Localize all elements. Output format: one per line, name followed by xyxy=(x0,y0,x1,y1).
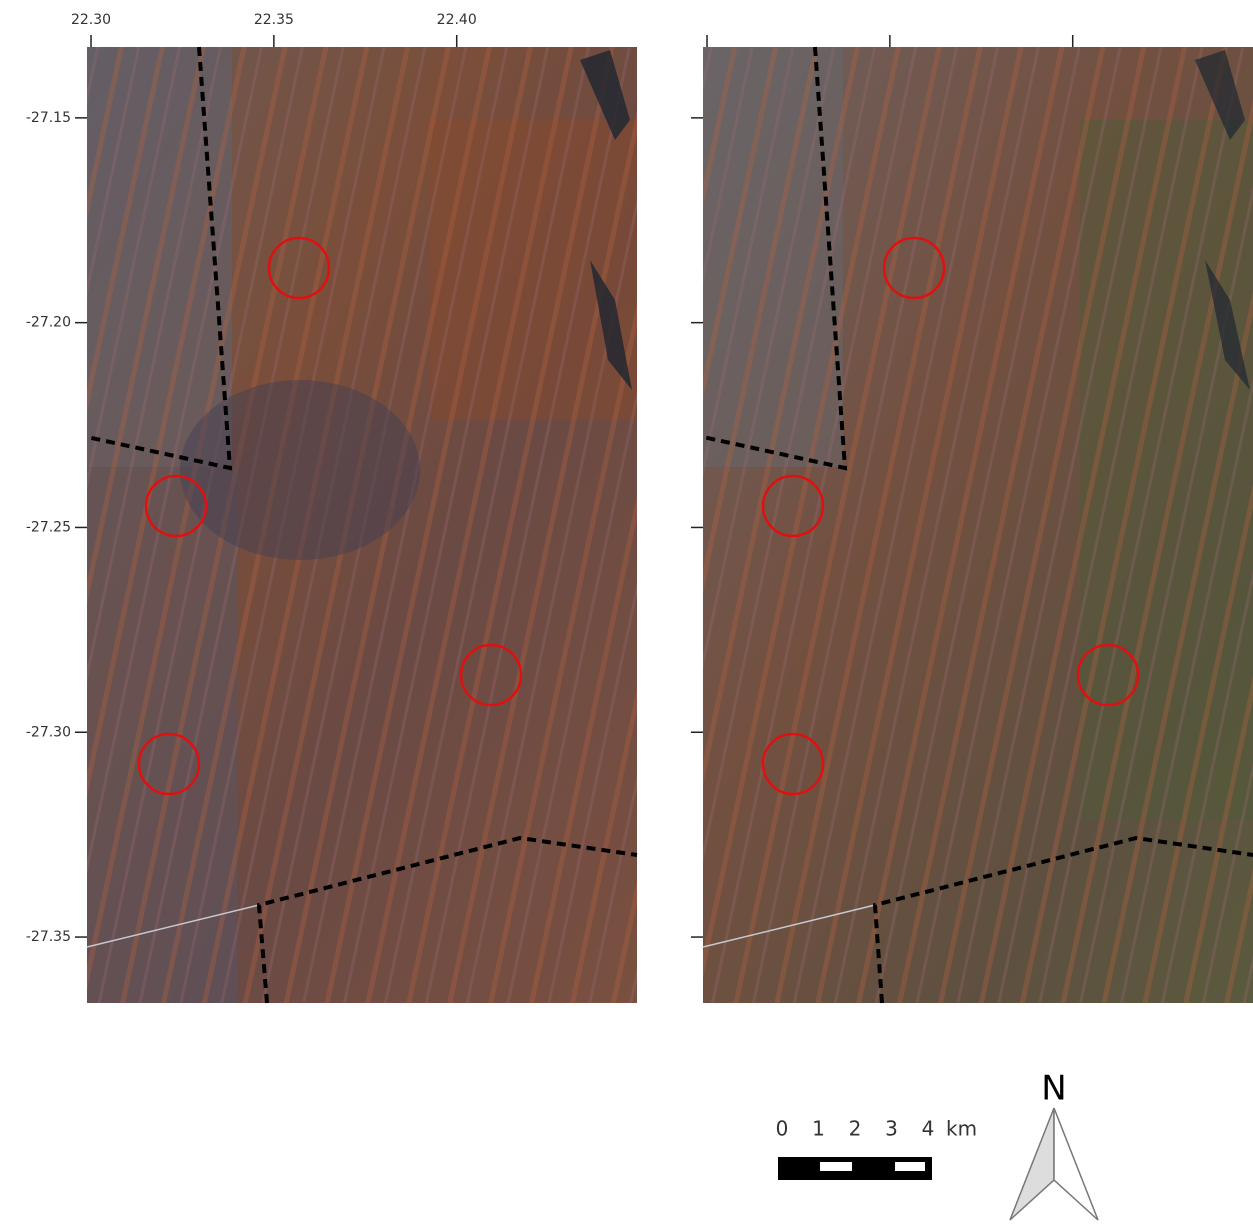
x-tick-label: 22.30 xyxy=(71,12,111,28)
y-tick-label: -27.15 xyxy=(26,110,71,126)
y-tick-label: -27.30 xyxy=(26,724,71,740)
scale-label: 4 xyxy=(922,1117,935,1141)
y-tick-label: -27.20 xyxy=(26,315,71,331)
scale-label: 1 xyxy=(812,1117,825,1141)
scale-bar: km xyxy=(778,1117,977,1181)
right-map xyxy=(703,47,1253,1003)
scale-unit: km xyxy=(946,1117,977,1141)
left-map xyxy=(87,47,637,1003)
x-tick-label: 22.40 xyxy=(437,12,477,28)
scale-label: 2 xyxy=(849,1117,862,1141)
y-tick-label: -27.25 xyxy=(26,519,71,535)
north-label: N xyxy=(1041,1069,1066,1109)
north-arrow: N xyxy=(1010,1069,1098,1221)
scale-label: 0 xyxy=(776,1117,789,1141)
y-tick-label: -27.35 xyxy=(26,929,71,945)
x-tick-label: 22.35 xyxy=(254,12,294,28)
figure: km N 22.30 22.35 22.40 -27.15 -27.20 -27.25 -2… xyxy=(0,0,1253,1224)
scale-label: 3 xyxy=(885,1117,898,1141)
